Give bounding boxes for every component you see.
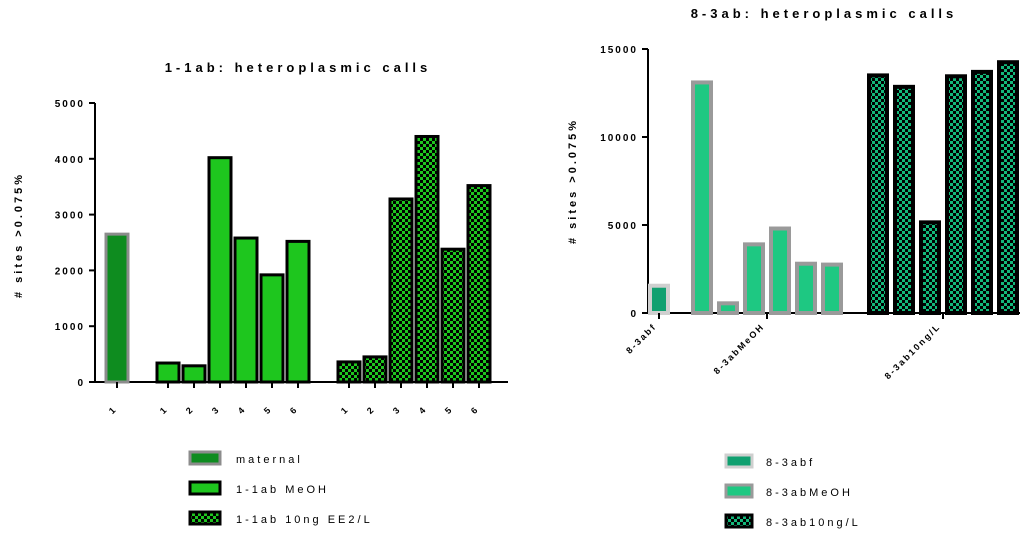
x-tick-label: 6 [469, 404, 481, 416]
x-tick-label: 5 [443, 404, 455, 416]
bar [691, 80, 713, 315]
x-tick-label: 4 [236, 404, 248, 416]
chart-left-svg: 1-1ab: heteroplasmic calls # sites >0.07… [13, 60, 508, 526]
x-tick-label: 2 [365, 404, 377, 416]
bar [648, 283, 670, 316]
bar [919, 220, 941, 315]
chart-right-svg: 8-3ab: heteroplasmic calls # sites >0.07… [567, 6, 1020, 529]
legend-swatch [724, 513, 754, 529]
x-tick-label: 6 [288, 404, 300, 416]
bar [388, 197, 414, 384]
legend-label: 8-3ab10ng/L [766, 517, 861, 529]
bar [769, 226, 791, 316]
legend-swatch [724, 483, 754, 499]
chart-right-ylabel: # sites >0.075% [567, 118, 579, 244]
bar [285, 239, 311, 384]
bar [997, 60, 1019, 316]
bar [867, 73, 889, 316]
bar [466, 184, 492, 384]
chart-right: 8-3ab: heteroplasmic calls # sites >0.07… [512, 0, 1024, 535]
chart-right-title: 8-3ab: heteroplasmic calls [691, 6, 958, 21]
y-tick-label: 10000 [600, 133, 638, 144]
chart-left-title: 1-1ab: heteroplasmic calls [165, 60, 432, 75]
y-tick-label: 4000 [55, 155, 85, 166]
bar [336, 360, 362, 384]
bar [233, 236, 259, 384]
x-tick-label: 3 [391, 404, 403, 416]
x-group-label: 8-3abf [624, 321, 658, 355]
x-tick-label: 5 [262, 404, 274, 416]
legend-swatch [188, 510, 222, 526]
y-tick-label: 15000 [600, 45, 638, 56]
legend-swatch [724, 453, 754, 469]
legend-label: maternal [236, 454, 303, 466]
y-tick-label: 1000 [55, 322, 85, 333]
bar [440, 247, 466, 384]
x-group-label: 8-3ab10ng/L [883, 321, 943, 381]
x-tick-label: 1 [158, 404, 170, 416]
legend-swatch [188, 480, 222, 496]
x-group-label: 8-3abMeOH [712, 321, 767, 376]
bar [743, 242, 765, 315]
x-tick-label: 2 [184, 404, 196, 416]
bar [181, 364, 207, 384]
bar [795, 261, 817, 315]
y-tick-label: 2000 [55, 266, 85, 277]
x-tick-label: 1 [339, 404, 351, 416]
bar [971, 69, 993, 315]
y-tick-label: 3000 [55, 211, 85, 222]
x-tick-label: 3 [210, 404, 222, 416]
bar [104, 232, 130, 384]
y-tick-label: 5000 [608, 221, 638, 232]
legend-label: 8-3abf [766, 457, 815, 469]
chart-left: 1-1ab: heteroplasmic calls # sites >0.07… [0, 0, 512, 535]
bar [259, 273, 285, 384]
bar [893, 84, 915, 315]
bar [945, 74, 967, 315]
y-tick-label: 0 [630, 309, 638, 320]
y-tick-label: 0 [77, 378, 85, 389]
legend-swatch [188, 450, 222, 466]
x-tick-label: 1 [107, 404, 119, 416]
bar [717, 301, 739, 316]
bar [821, 262, 843, 316]
legend-label: 1-1ab MeOH [236, 484, 329, 496]
bar [414, 134, 440, 384]
chart-left-ylabel: # sites >0.075% [13, 172, 25, 298]
legend-label: 8-3abMeOH [766, 487, 853, 499]
y-tick-label: 5000 [55, 99, 85, 110]
bar [362, 355, 388, 384]
bar [155, 361, 181, 384]
legend-label: 1-1ab 10ng EE2/L [236, 514, 373, 526]
x-tick-label: 4 [417, 404, 429, 416]
bar [207, 156, 233, 384]
